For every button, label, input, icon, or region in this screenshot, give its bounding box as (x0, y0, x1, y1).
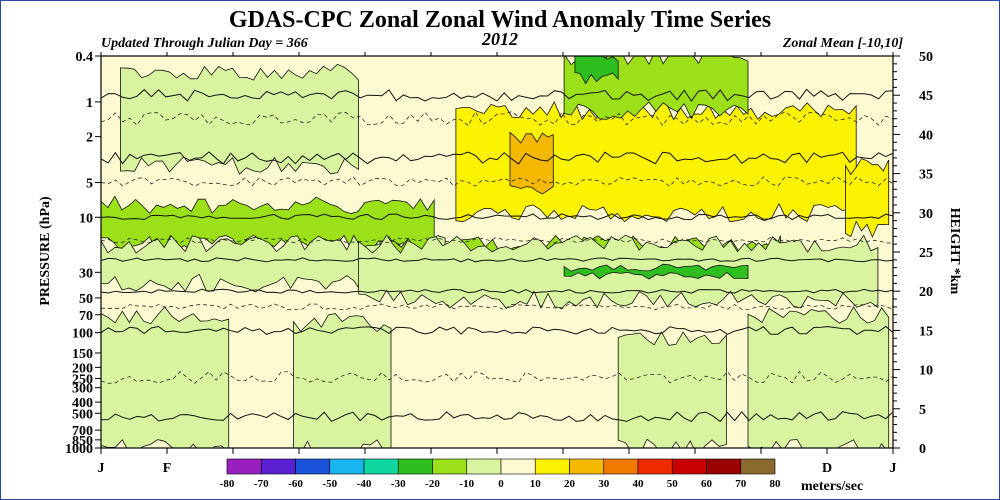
pressure-tick-label: 100 (72, 327, 93, 342)
contour-line (101, 151, 893, 165)
colorbar-bin (637, 458, 673, 475)
colorbar-bin (432, 458, 468, 475)
contour-line (101, 288, 893, 294)
contour-line (101, 111, 893, 127)
pressure-tick-label: 200 (72, 361, 93, 376)
contour-line (101, 88, 893, 102)
region-darker-green-core (563, 263, 749, 280)
contour-line (101, 213, 893, 221)
month-tick-label: J (98, 461, 105, 476)
region-dark-green-top (574, 56, 619, 85)
pressure-tick-label: 400 (72, 396, 93, 411)
colorbar: -80 -70 -60 -50 -40 -30 -20 -10 0 10 20 30 40 50 60 70 8… (220, 458, 782, 490)
pressure-tick-label: 250 (72, 373, 93, 388)
colorbar-tick-label: 20 (564, 478, 576, 490)
colorbar-tick-label: 60 (701, 478, 713, 490)
pressure-tick-label: 300 (72, 382, 93, 397)
contour-line (101, 325, 893, 335)
height-tick-label: 20 (919, 285, 933, 300)
colorbar-bin (363, 458, 399, 475)
height-tick-label: 45 (919, 89, 933, 104)
region-pale-green-lower-march (293, 313, 392, 448)
region-orange-core (509, 131, 554, 195)
contour-line (101, 175, 893, 187)
colorbar-tick-label: 30 (598, 478, 610, 490)
colorbar-tick-label: -70 (254, 478, 269, 490)
height-tick-label: 35 (919, 168, 933, 183)
colorbar-tick-label: 10 (530, 478, 542, 490)
pressure-tick-label: 0.4 (76, 50, 94, 65)
chart-title: GDAS-CPC Zonal Zonal Wind Anomaly Time S… (229, 7, 771, 33)
colorbar-tick-label: -60 (288, 478, 303, 490)
colorbar-tick-label: -20 (425, 478, 440, 490)
height-tick-label: 10 (919, 364, 933, 379)
colorbar-bin (740, 458, 776, 475)
colorbar-bin (295, 458, 331, 475)
colorbar-bin (569, 458, 605, 475)
region-pale-green-lower-october (747, 306, 890, 448)
contour-line (101, 303, 893, 311)
colorbar-tick-label: -40 (357, 478, 372, 490)
y-axis-label-right: HEIGHT *km (947, 208, 962, 295)
height-tick-label: 50 (919, 50, 933, 65)
colorbar-tick-label: 40 (633, 478, 645, 490)
region-pale-green-lower-august (617, 331, 727, 448)
height-tick-label: 5 (919, 403, 926, 418)
colorbar-bin (466, 458, 502, 475)
colorbar-tick-label: 80 (770, 478, 782, 490)
colorbar-units: meters/sec (801, 479, 863, 494)
height-tick-label: 30 (919, 207, 933, 222)
pressure-tick-label: 5 (86, 177, 93, 192)
height-tick-label: 15 (919, 324, 933, 339)
subtitle-left: Updated Through Julian Day = 366 (101, 36, 308, 51)
month-tick-label: F (163, 461, 172, 476)
colorbar-bin (534, 458, 570, 475)
colorbar-tick-label: 50 (667, 478, 679, 490)
region-pale-green-lower-january (101, 306, 230, 448)
pressure-tick-label: 700 (72, 424, 93, 439)
pressure-tick-label: 2 (86, 131, 93, 146)
height-tick-label: 0 (919, 442, 926, 457)
colorbar-bin (603, 458, 639, 475)
pressure-tick-label: 70 (79, 309, 93, 324)
month-tick-label: J (890, 461, 897, 476)
contour-line (101, 236, 893, 244)
pressure-tick-label: 850 (72, 434, 93, 449)
colorbar-bin (226, 458, 262, 475)
colorbar-tick-label: -10 (459, 478, 474, 490)
contour-line (101, 370, 893, 384)
colorbar-tick-label: 70 (735, 478, 747, 490)
pressure-tick-label: 50 (79, 292, 93, 307)
colorbar-tick-label: 0 (498, 478, 504, 490)
subtitle-right: Zonal Mean [-10,10] (782, 36, 904, 51)
colorbar-bin (500, 458, 536, 475)
pressure-tick-label: 150 (72, 347, 93, 362)
height-tick-label: 40 (919, 128, 933, 143)
colorbar-bin (329, 458, 365, 475)
colorbar-bin (397, 458, 433, 475)
colorbar-tick-label: -80 (220, 478, 235, 490)
pressure-tick-label: 1000 (65, 442, 93, 457)
colorbar-bin (671, 458, 707, 475)
y-axis-label-left: PRESSURE (hPa) (38, 196, 53, 306)
region-pale-green-upper-left (120, 63, 359, 175)
pressure-tick-label: 30 (79, 266, 93, 281)
pressure-tick-label: 1 (86, 96, 93, 111)
colorbar-bin (706, 458, 742, 475)
colorbar-bin (260, 458, 296, 475)
contour-line (101, 411, 893, 423)
height-tick-label: 25 (919, 246, 933, 261)
colorbar-tick-label: -50 (322, 478, 337, 490)
colorbar-tick-label: -30 (391, 478, 406, 490)
contour-line (101, 257, 893, 263)
subtitle-year: 2012 (481, 29, 518, 49)
month-tick-label: D (822, 461, 832, 476)
pressure-tick-label: 500 (72, 407, 93, 422)
pressure-tick-label: 10 (79, 211, 93, 226)
plot-area (100, 55, 894, 449)
